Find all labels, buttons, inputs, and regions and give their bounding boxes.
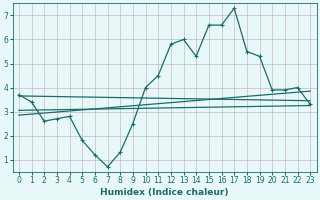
X-axis label: Humidex (Indice chaleur): Humidex (Indice chaleur) [100,188,229,197]
